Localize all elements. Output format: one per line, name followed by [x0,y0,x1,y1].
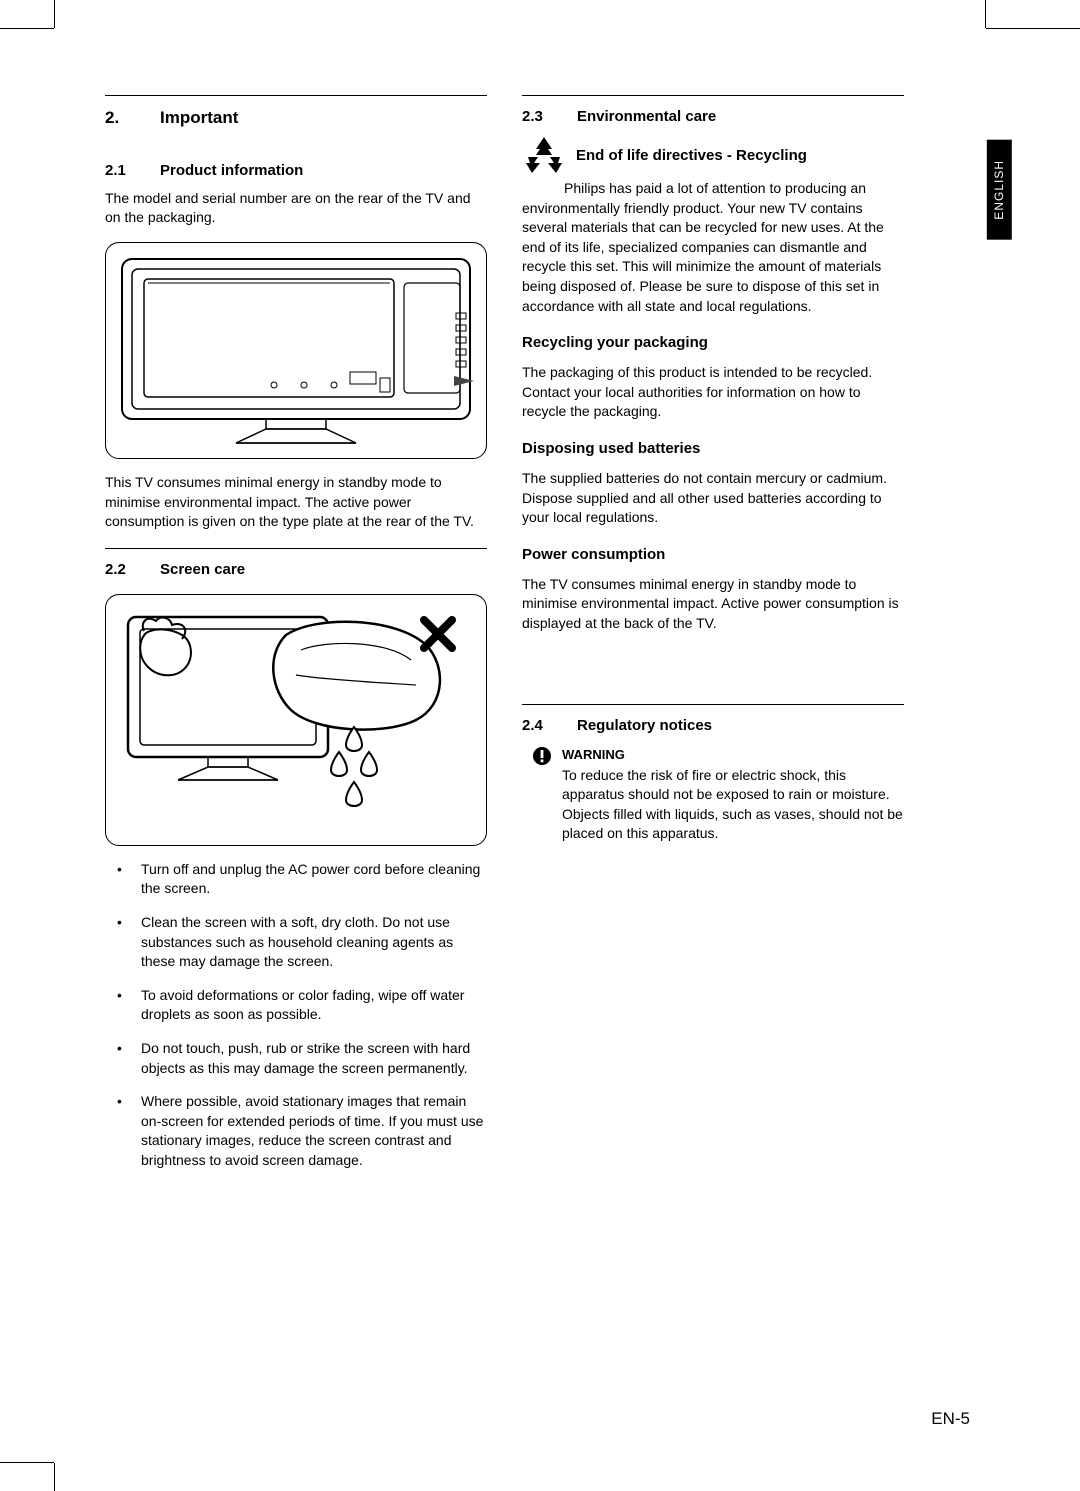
list-item: Where possible, avoid stationary images … [105,1092,487,1170]
subsection-title: Product information [160,162,303,179]
standby-text: This TV consumes minimal energy in stand… [105,473,487,532]
list-item: Clean the screen with a soft, dry cloth.… [105,913,487,972]
packaging-text: The packaging of this product is intende… [522,363,904,422]
eol-text: Philips has paid a lot of attention to p… [522,179,904,316]
subsection-number: 2.3 [522,106,577,127]
warning-text: To reduce the risk of fire or electric s… [562,766,904,844]
batteries-text: The supplied batteries do not contain me… [522,469,904,528]
tv-rear-figure [105,242,487,459]
subsection-title: Screen care [160,561,245,578]
right-column: 2.3Environmental care End of life direct… [522,95,904,1184]
list-item: To avoid deformations or color fading, w… [105,986,487,1025]
list-item: Do not touch, push, rub or strike the sc… [105,1039,487,1078]
section-number: 2. [105,106,160,130]
subsection-number: 2.2 [105,559,160,580]
section-2-heading: 2.Important [105,106,487,130]
subsection-number: 2.1 [105,160,160,181]
page-number: EN-5 [931,1407,970,1431]
section-2-1-heading: 2.1Product information [105,160,487,181]
batteries-title: Disposing used batteries [522,438,904,459]
left-column: 2.Important 2.1Product information The m… [105,95,487,1184]
list-item: Turn off and unplug the AC power cord be… [105,860,487,899]
recycle-icon [522,135,566,175]
screen-care-list: Turn off and unplug the AC power cord be… [105,860,487,1171]
warning-icon [532,746,552,766]
page-content: 2.Important 2.1Product information The m… [105,95,905,1184]
power-title: Power consumption [522,544,904,565]
screen-care-figure [105,594,487,846]
subsection-title: Regulatory notices [577,717,712,734]
eol-title: End of life directives - Recycling [576,145,807,166]
section-2-3-heading: 2.3Environmental care [522,106,904,127]
language-tab: ENGLISH [987,140,1012,240]
packaging-title: Recycling your packaging [522,332,904,353]
screen-care-illustration [116,605,476,835]
section-title: Important [160,108,238,127]
subsection-number: 2.4 [522,715,577,736]
section-2-2-heading: 2.2Screen care [105,559,487,580]
power-text: The TV consumes minimal energy in standb… [522,575,904,634]
section-2-4-heading: 2.4Regulatory notices [522,715,904,736]
product-info-text: The model and serial number are on the r… [105,189,487,228]
tv-rear-illustration [116,253,476,448]
subsection-title: Environmental care [577,108,716,125]
warning-label: WARNING [562,746,904,764]
